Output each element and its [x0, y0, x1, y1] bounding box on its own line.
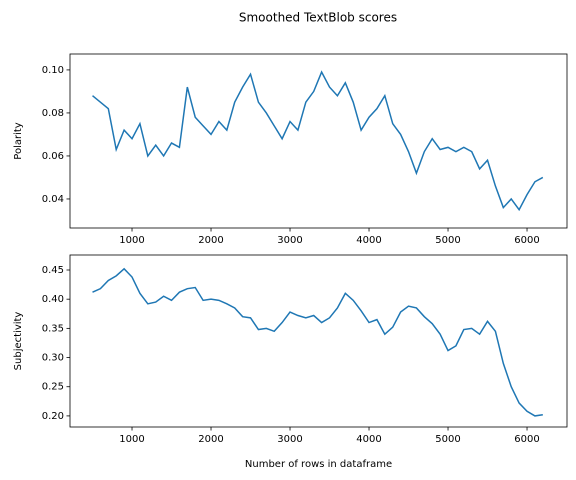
y-tick-label: 0.35	[42, 323, 64, 334]
line	[92, 267, 543, 417]
x-tick-label: 2000	[198, 434, 223, 445]
x-tick-label: 4000	[356, 235, 381, 246]
x-tick-label: 5000	[435, 235, 460, 246]
axes-frame	[69, 254, 568, 428]
y-tick-label: 0.30	[42, 353, 64, 364]
y-tick-label: 0.04	[42, 194, 64, 205]
x-tick-label: 1000	[119, 434, 144, 445]
x-tick-label: 1000	[119, 235, 144, 246]
x-tick-label: 5000	[435, 434, 460, 445]
x-tick-label: 2000	[198, 235, 223, 246]
y-tick-label: 0.20	[42, 411, 64, 422]
x-tick-label: 3000	[277, 434, 302, 445]
figure-title: Smoothed TextBlob scores	[239, 11, 397, 25]
y-tick-label: 0.40	[42, 294, 64, 305]
y-axis-label: Subjectivity	[13, 312, 24, 371]
y-tick-label: 0.45	[42, 265, 64, 276]
y-axis-label: Polarity	[13, 122, 24, 160]
x-tick-label: 6000	[514, 235, 539, 246]
line	[92, 70, 544, 212]
y-tick-label: 0.08	[42, 108, 64, 119]
y-tick-label: 0.06	[42, 151, 64, 162]
y-tick-label: 0.25	[42, 382, 64, 393]
x-axis-label: Number of rows in dataframe	[245, 459, 392, 470]
x-tick-label: 3000	[277, 235, 302, 246]
axes-frame	[69, 53, 568, 229]
x-tick-label: 6000	[514, 434, 539, 445]
y-tick-label: 0.10	[42, 65, 64, 76]
x-tick-label: 4000	[356, 434, 381, 445]
